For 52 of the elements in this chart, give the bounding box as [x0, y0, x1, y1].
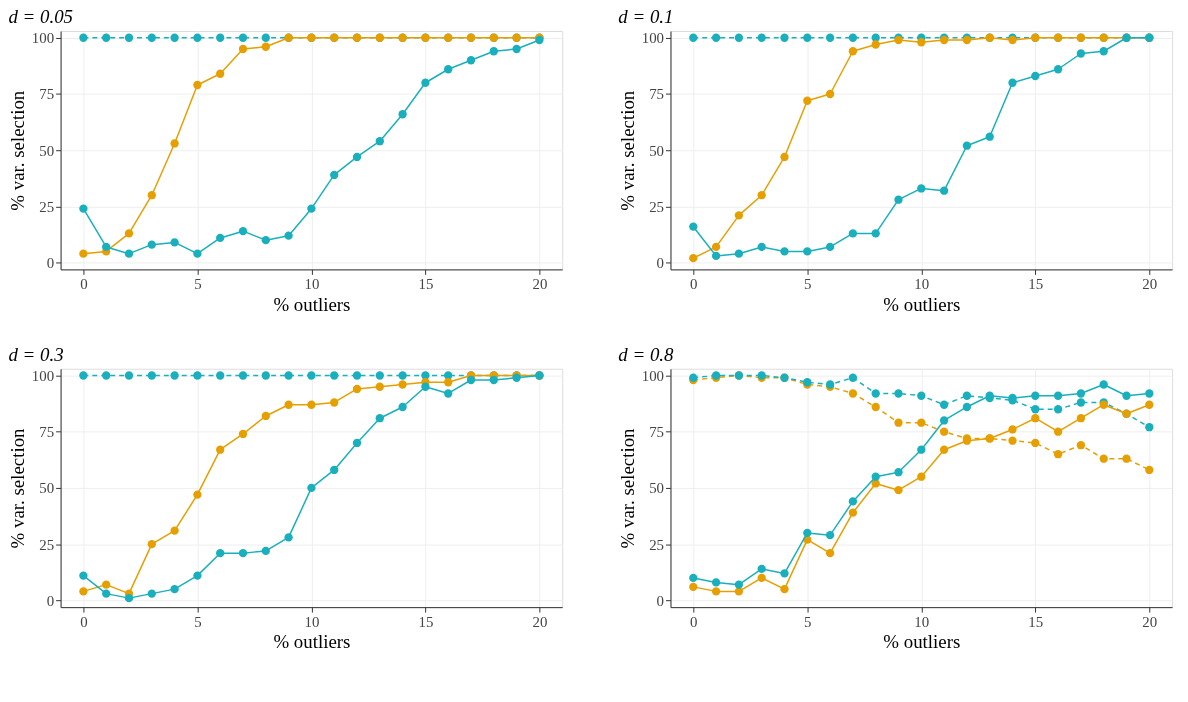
- y-tick-label: 25: [649, 198, 665, 215]
- y-axis-title: % var. selection: [6, 90, 28, 211]
- y-axis-title: % var. selection: [6, 427, 28, 549]
- y-tick-label: 50: [39, 142, 55, 159]
- y-tick-label: 100: [31, 30, 55, 47]
- x-tick-label: 5: [194, 613, 202, 630]
- x-tick-label: 20: [1142, 613, 1158, 630]
- x-axis-title: % outliers: [273, 631, 351, 653]
- x-tick-label: 0: [80, 275, 88, 292]
- x-axis-title: % outliers: [883, 293, 961, 315]
- x-axis-title: % outliers: [883, 631, 961, 653]
- x-tick-label: 20: [532, 613, 548, 630]
- chart-title: d = 0.3: [8, 343, 64, 365]
- x-tick-label: 10: [914, 613, 930, 630]
- x-tick-label: 20: [532, 275, 548, 292]
- y-tick-label: 25: [39, 536, 55, 553]
- y-tick-label: 0: [46, 592, 55, 609]
- y-tick-label: 25: [649, 536, 665, 553]
- y-tick-label: 50: [39, 480, 55, 497]
- x-tick-label: 5: [804, 275, 812, 292]
- x-tick-label: 0: [80, 613, 88, 630]
- x-tick-label: 0: [690, 275, 698, 292]
- x-tick-label: 15: [1028, 275, 1044, 292]
- y-tick-label: 50: [649, 142, 665, 159]
- x-tick-label: 5: [194, 275, 202, 292]
- y-axis-title: % var. selection: [616, 90, 638, 211]
- y-tick-label: 25: [39, 198, 55, 215]
- x-tick-label: 10: [914, 275, 930, 292]
- x-tick-label: 15: [418, 613, 434, 630]
- y-tick-label: 75: [649, 424, 665, 441]
- x-tick-label: 15: [1028, 613, 1044, 630]
- y-tick-label: 100: [641, 367, 665, 384]
- x-tick-label: 10: [304, 275, 320, 292]
- y-tick-label: 0: [656, 255, 665, 272]
- chart-title: d = 0.05: [8, 5, 74, 27]
- x-tick-label: 10: [304, 613, 320, 630]
- chart-title: d = 0.1: [618, 5, 674, 27]
- y-tick-label: 75: [39, 424, 55, 441]
- x-tick-label: 5: [804, 613, 812, 630]
- y-axis-title: % var. selection: [616, 427, 638, 549]
- y-tick-label: 0: [46, 255, 55, 272]
- x-tick-label: 0: [690, 613, 698, 630]
- y-tick-label: 100: [31, 367, 55, 384]
- x-tick-label: 20: [1142, 275, 1158, 292]
- x-axis-title: % outliers: [273, 293, 351, 315]
- chart-title: d = 0.8: [618, 343, 675, 365]
- y-tick-label: 100: [641, 30, 665, 47]
- y-tick-label: 0: [656, 592, 665, 609]
- y-tick-label: 75: [649, 86, 665, 103]
- y-tick-label: 75: [39, 86, 55, 103]
- x-tick-label: 15: [418, 275, 434, 292]
- y-tick-label: 50: [649, 480, 665, 497]
